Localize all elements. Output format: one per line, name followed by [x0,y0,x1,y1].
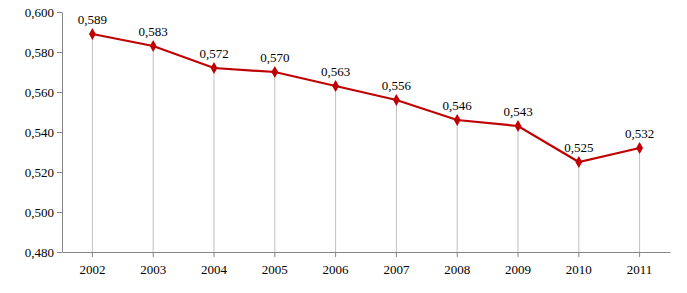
y-tick-label: 0,560 [25,85,54,100]
y-tick-label: 0,580 [25,45,54,60]
x-tick-label: 2009 [505,262,531,277]
marker [636,142,643,154]
drop-line [92,34,93,252]
data-label: 0,532 [625,126,654,141]
x-tick: 2005 [262,252,288,277]
x-tick-mark [639,252,640,257]
marker [393,94,400,106]
marker [89,28,96,40]
data-label: 0,570 [260,50,289,65]
marker [454,114,461,126]
x-tick-mark [457,252,458,257]
y-axis: 0,480 0,500 0,520 0,540 0,560 0,580 0,600 [25,5,63,260]
y-tick-mark [57,52,62,53]
y-tick: 0,520 [25,165,62,180]
data-label: 0,525 [564,140,593,155]
y-tick: 0,560 [25,85,62,100]
x-tick-label: 2007 [383,262,410,277]
x-tick: 2010 [566,252,592,277]
x-tick-mark [274,252,275,257]
data-label: 0,583 [139,24,168,39]
x-tick-mark [92,252,93,257]
marker [332,80,339,92]
y-tick-label: 0,600 [25,5,54,20]
y-tick-label: 0,520 [25,165,54,180]
x-tick-label: 2002 [79,262,105,277]
marker [515,120,522,132]
x-tick-label: 2006 [323,262,350,277]
y-tick: 0,500 [25,205,62,220]
x-tick-mark [153,252,154,257]
x-tick-mark [578,252,579,257]
data-label: 0,589 [78,12,107,27]
drop-line [274,72,275,252]
data-label: 0,543 [503,104,532,119]
marker [150,40,157,52]
marker [271,66,278,78]
data-label: 0,546 [443,98,473,113]
data-label: 0,572 [199,46,228,61]
y-tick: 0,540 [25,125,62,140]
x-tick-label: 2005 [262,262,288,277]
marker [211,62,218,74]
x-tick-mark [396,252,397,257]
y-tick-mark [57,92,62,93]
x-tick-label: 2010 [566,262,592,277]
x-tick: 2008 [444,252,470,277]
x-tick-label: 2003 [140,262,166,277]
drop-line [518,126,519,252]
drop-line [578,162,579,252]
data-label: 0,563 [321,64,350,79]
x-tick-mark [518,252,519,257]
line [92,34,639,162]
plot-area [89,28,643,252]
drop-line [214,68,215,252]
y-tick: 0,480 [25,245,62,260]
chart: 0,4800,5000,5200,5400,5600,5800,60020022… [0,0,687,293]
x-tick-label: 2008 [444,262,470,277]
data-label: 0,556 [382,78,412,93]
y-tick: 0,600 [25,5,62,20]
x-tick-mark [335,252,336,257]
drop-line [457,120,458,252]
y-tick-mark [57,172,62,173]
x-tick-label: 2011 [627,262,653,277]
y-axis-line [62,13,63,253]
y-tick-mark [57,12,62,13]
x-tick: 2007 [383,252,410,277]
x-tick: 2006 [323,252,350,277]
y-tick: 0,580 [25,45,62,60]
drop-line [639,148,640,252]
y-tick-label: 0,480 [25,245,54,260]
x-tick: 2002 [79,252,105,277]
x-tick: 2009 [505,252,531,277]
y-tick-label: 0,540 [25,125,54,140]
marker [575,156,582,168]
x-axis: 2002 2003 2004 2005 2006 2007 2008 2009 2010 2011 [63,252,671,277]
x-tick-label: 2004 [201,262,228,277]
data-labels: 0,589 0,583 0,572 0,570 0,563 0,556 0,546 0,543… [78,12,654,155]
x-tick: 2003 [140,252,166,277]
y-tick-mark [57,212,62,213]
y-tick-label: 0,500 [25,205,54,220]
x-tick: 2011 [627,252,653,277]
y-tick-mark [57,132,62,133]
x-tick-mark [214,252,215,257]
drop-line [335,86,336,252]
drop-line [396,100,397,252]
y-tick-mark [57,252,62,253]
drop-line [153,46,154,252]
x-tick: 2004 [201,252,228,277]
